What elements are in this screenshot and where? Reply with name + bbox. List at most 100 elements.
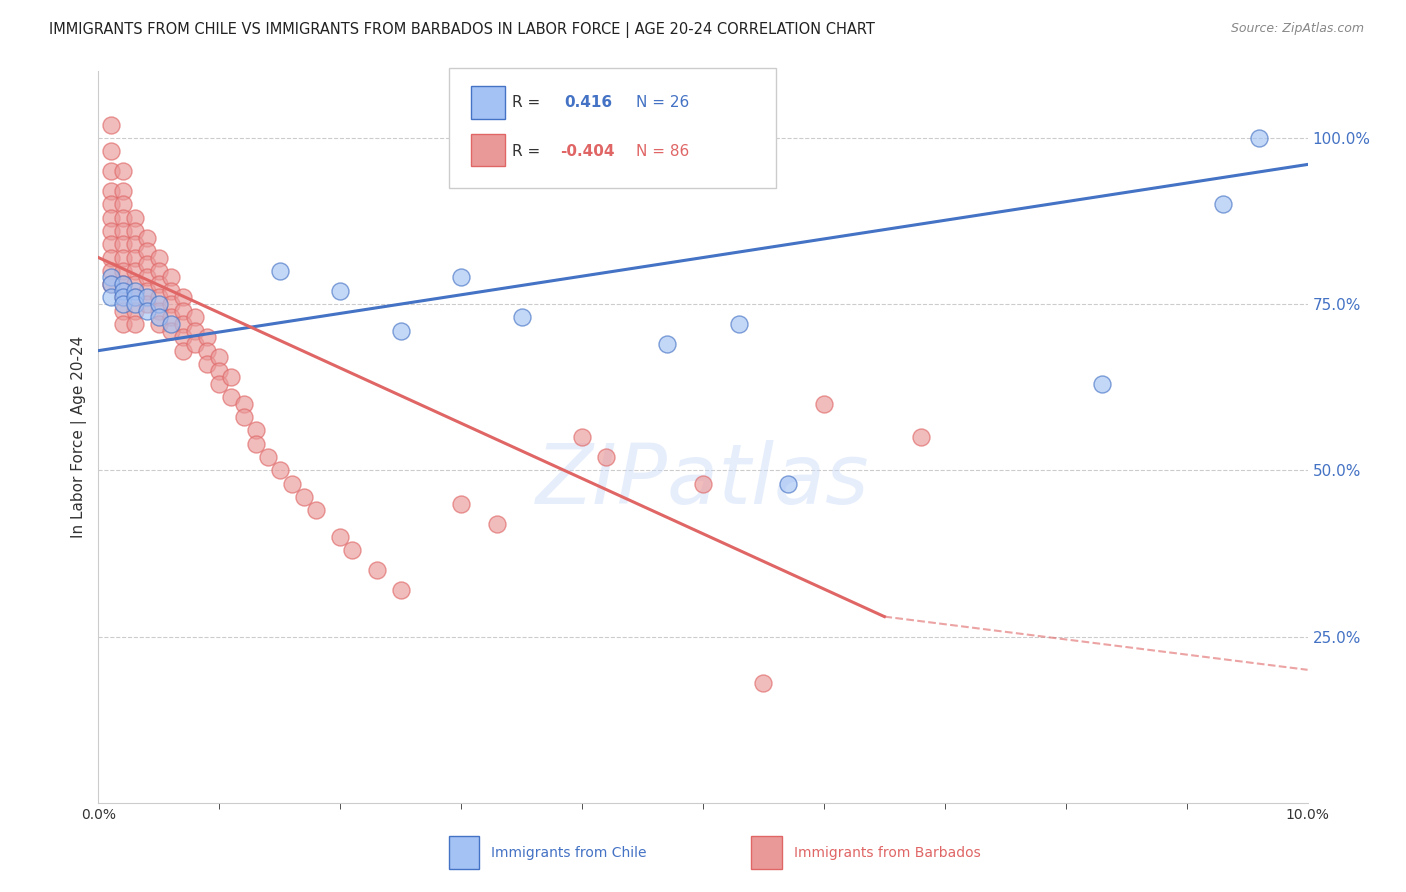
Point [305, 503, 328, 517]
Point [135, 290, 157, 304]
Point [160, 317, 183, 331]
FancyBboxPatch shape [449, 836, 479, 869]
Point [195, 343, 218, 358]
Point [148, 251, 170, 265]
Point [184, 324, 207, 338]
Text: R =: R = [512, 95, 540, 111]
Point [111, 290, 134, 304]
Point [208, 376, 231, 391]
Point [450, 270, 472, 285]
Point [160, 270, 183, 285]
Point [135, 257, 157, 271]
Point [148, 264, 170, 278]
Point [124, 303, 146, 318]
Point [111, 277, 134, 292]
Point [100, 211, 122, 225]
Point [1091, 376, 1114, 391]
Point [160, 297, 183, 311]
Point [124, 264, 146, 278]
Point [124, 224, 146, 238]
Text: 0.416: 0.416 [564, 95, 612, 111]
Point [100, 184, 122, 198]
Point [111, 237, 134, 252]
Point [160, 284, 183, 298]
Point [221, 390, 243, 404]
Point [195, 357, 218, 371]
Point [195, 330, 218, 344]
Point [100, 270, 122, 285]
Point [100, 224, 122, 238]
Point [389, 582, 412, 597]
Point [148, 290, 170, 304]
Point [100, 277, 122, 292]
Point [486, 516, 509, 531]
Point [184, 337, 207, 351]
Point [510, 310, 533, 325]
Point [172, 330, 194, 344]
Point [111, 297, 134, 311]
Point [728, 317, 751, 331]
Point [111, 284, 134, 298]
Point [752, 676, 775, 690]
Point [100, 290, 122, 304]
Point [100, 251, 122, 265]
Point [124, 277, 146, 292]
Point [124, 251, 146, 265]
Text: IMMIGRANTS FROM CHILE VS IMMIGRANTS FROM BARBADOS IN LABOR FORCE | AGE 20-24 COR: IMMIGRANTS FROM CHILE VS IMMIGRANTS FROM… [49, 22, 875, 38]
Point [692, 476, 714, 491]
Point [100, 197, 122, 211]
Point [111, 317, 134, 331]
Point [329, 530, 352, 544]
Point [148, 297, 170, 311]
Point [910, 430, 932, 444]
FancyBboxPatch shape [471, 134, 505, 167]
Point [655, 337, 678, 351]
Text: ZIPatlas: ZIPatlas [536, 441, 870, 522]
Point [1249, 131, 1271, 145]
Text: Immigrants from Barbados: Immigrants from Barbados [793, 846, 980, 860]
FancyBboxPatch shape [471, 86, 505, 119]
Point [292, 490, 315, 504]
Point [135, 297, 157, 311]
Point [148, 277, 170, 292]
Y-axis label: In Labor Force | Age 20-24: In Labor Force | Age 20-24 [72, 336, 87, 538]
Text: R =: R = [512, 145, 540, 160]
Point [269, 264, 291, 278]
Point [111, 211, 134, 225]
Point [342, 543, 364, 558]
FancyBboxPatch shape [751, 836, 782, 869]
Text: Immigrants from Chile: Immigrants from Chile [492, 846, 647, 860]
Point [111, 184, 134, 198]
Text: Source: ZipAtlas.com: Source: ZipAtlas.com [1230, 22, 1364, 36]
Point [111, 164, 134, 178]
Point [269, 463, 291, 477]
Point [160, 324, 183, 338]
Point [100, 277, 122, 292]
FancyBboxPatch shape [449, 68, 776, 188]
Point [124, 284, 146, 298]
Point [208, 351, 231, 365]
Point [124, 297, 146, 311]
Point [232, 397, 254, 411]
Point [135, 230, 157, 244]
Point [148, 310, 170, 325]
Point [100, 237, 122, 252]
Point [776, 476, 799, 491]
Point [124, 211, 146, 225]
Point [245, 424, 267, 438]
Point [256, 450, 278, 464]
Point [172, 290, 194, 304]
Point [100, 144, 122, 158]
Point [111, 303, 134, 318]
Point [389, 324, 412, 338]
Point [111, 197, 134, 211]
Point [160, 310, 183, 325]
Point [111, 277, 134, 292]
Point [172, 343, 194, 358]
Point [571, 430, 593, 444]
Point [111, 264, 134, 278]
Point [135, 244, 157, 258]
Point [208, 363, 231, 377]
Point [148, 303, 170, 318]
Point [124, 290, 146, 304]
